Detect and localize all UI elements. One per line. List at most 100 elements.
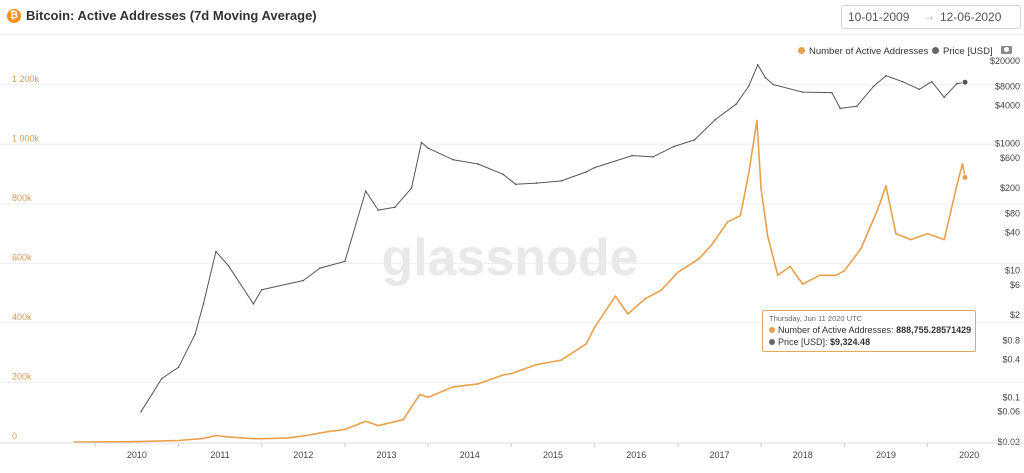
data-point-addresses xyxy=(177,439,180,442)
data-point-addresses xyxy=(627,313,629,315)
data-point-addresses xyxy=(766,235,769,238)
x-tick-label: 2020 xyxy=(959,450,979,460)
x-tick-label: 2017 xyxy=(709,450,729,460)
data-point-price xyxy=(585,171,588,173)
data-point-addresses xyxy=(895,232,897,235)
y-right-tick-label: $0.06 xyxy=(997,407,1020,417)
data-point-addresses xyxy=(560,359,563,361)
date-end-input[interactable]: 12-06-2020 xyxy=(940,10,1002,24)
tooltip-value-price: $9,324.48 xyxy=(830,337,871,347)
data-point-price xyxy=(344,260,346,263)
data-point-price xyxy=(560,180,563,182)
data-point-price xyxy=(514,183,517,186)
chart-title: Bitcoin: Active Addresses (7d Moving Ave… xyxy=(26,8,317,23)
legend-label-addresses: Number of Active Addresses xyxy=(809,46,929,57)
data-point-price xyxy=(856,105,858,108)
x-tick-label: 2014 xyxy=(460,450,480,460)
data-point-addresses xyxy=(910,238,912,241)
data-point-addresses xyxy=(801,283,804,286)
data-point-addresses xyxy=(260,437,263,440)
data-point-addresses xyxy=(585,342,588,345)
data-point-price xyxy=(161,377,163,380)
data-point-addresses xyxy=(835,274,837,277)
legend-dot-price xyxy=(932,47,939,54)
watermark-text: glassnode xyxy=(381,229,638,287)
data-point-addresses xyxy=(327,430,330,433)
data-point-price xyxy=(930,80,933,83)
hover-marker-price xyxy=(961,78,969,86)
date-start-input[interactable]: 10-01-2009 xyxy=(848,10,910,24)
data-point-price xyxy=(319,267,321,269)
x-tick-label: 2019 xyxy=(876,450,896,460)
data-point-addresses xyxy=(364,420,367,422)
data-point-addresses xyxy=(876,209,879,211)
y-left-tick-label: 600k xyxy=(12,252,32,262)
tooltip-date: Thursday, Jun 11 2020 UTC xyxy=(769,314,863,323)
data-point-addresses xyxy=(285,437,288,439)
x-tick-label: 2012 xyxy=(293,450,313,460)
data-point-addresses xyxy=(818,274,821,277)
tooltip-dot-price xyxy=(769,339,775,345)
arrow-right-icon: → xyxy=(923,9,935,23)
bitcoin-icon: ₿ xyxy=(7,9,21,23)
data-point-addresses xyxy=(502,374,504,376)
tooltip-label-price: Price [USD]: xyxy=(778,337,828,347)
data-point-addresses xyxy=(227,436,230,438)
y-right-tick-label: $40 xyxy=(1005,227,1020,237)
y-right-tick-label: $6 xyxy=(1010,280,1020,290)
data-point-addresses xyxy=(202,437,205,440)
legend-item-price[interactable]: Price [USD] xyxy=(932,46,993,57)
tooltip-row-price: Price [USD]: $9,324.48 xyxy=(769,337,870,347)
y-left-tick-label: 1 200k xyxy=(12,74,40,84)
x-tick-label: 2011 xyxy=(210,450,229,460)
data-point-price xyxy=(943,96,946,99)
y-left-tick-label: 200k xyxy=(12,371,32,381)
camera-icon[interactable] xyxy=(1001,46,1012,54)
y-left-tick-label: 1 000k xyxy=(12,133,40,143)
data-point-addresses xyxy=(452,386,454,388)
data-point-price xyxy=(652,156,654,158)
legend-item-addresses[interactable]: Number of Active Addresses xyxy=(798,46,928,57)
y-right-tick-label: $0.1 xyxy=(1002,393,1020,403)
y-left-tick-label: 0 xyxy=(12,431,17,441)
data-point-addresses xyxy=(252,437,255,440)
data-point-addresses xyxy=(727,220,729,223)
series-line-price xyxy=(140,64,966,412)
y-right-tick-label: $80 xyxy=(1005,208,1020,218)
date-range-picker[interactable]: 10-01-2009 → 12-06-2020 xyxy=(841,5,1021,29)
x-tick-label: 2010 xyxy=(127,450,147,460)
data-point-price xyxy=(772,83,775,86)
data-point-addresses xyxy=(302,435,305,437)
tooltip-value-addresses: 888,755.28571429 xyxy=(896,325,972,335)
data-point-price xyxy=(227,264,230,267)
data-tooltip: Thursday, Jun 11 2020 UTC Number of Acti… xyxy=(762,310,976,352)
data-point-price xyxy=(477,163,479,165)
data-point-addresses xyxy=(643,298,646,300)
data-point-addresses xyxy=(926,232,929,235)
data-point-addresses xyxy=(955,185,958,187)
data-point-price xyxy=(918,88,921,91)
tooltip-row-addresses: Number of Active Addresses: 888,755.2857… xyxy=(769,325,971,335)
legend-label-price: Price [USD] xyxy=(943,46,993,57)
data-point-price xyxy=(252,303,255,305)
chart-header: ₿ Bitcoin: Active Addresses (7d Moving A… xyxy=(0,0,1024,35)
data-point-addresses xyxy=(739,214,742,217)
data-point-price xyxy=(839,107,841,110)
y-right-tick-label: $8000 xyxy=(995,81,1020,91)
data-point-price xyxy=(672,145,675,148)
data-point-price xyxy=(452,158,454,161)
data-point-addresses xyxy=(776,274,779,277)
data-point-addresses xyxy=(614,295,617,297)
x-tick-label: 2016 xyxy=(626,450,646,460)
tooltip-label-addresses: Number of Active Addresses: xyxy=(778,325,894,335)
data-point-price xyxy=(140,410,142,413)
data-point-price xyxy=(535,182,538,184)
data-point-price xyxy=(194,333,196,335)
data-point-price xyxy=(593,166,596,169)
data-point-addresses xyxy=(756,119,758,122)
data-point-addresses xyxy=(402,418,405,421)
data-point-price xyxy=(764,76,767,79)
data-point-addresses xyxy=(215,434,217,437)
data-point-addresses xyxy=(510,372,513,375)
data-point-addresses xyxy=(427,396,429,399)
